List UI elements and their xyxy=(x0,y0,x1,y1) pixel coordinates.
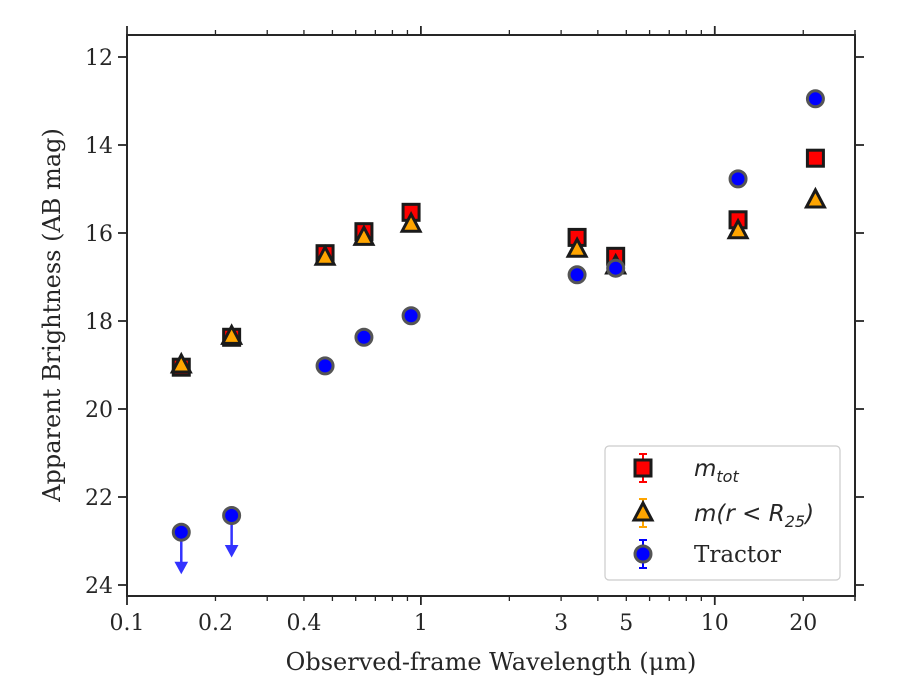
y-tick-label: 16 xyxy=(85,222,113,247)
data-point xyxy=(169,351,193,374)
data-point xyxy=(220,323,244,345)
data-point xyxy=(726,217,750,240)
data-point xyxy=(606,258,626,278)
y-tick-label: 22 xyxy=(85,486,113,511)
y-axis-ticks: 12 14 16 18 20 22 24 xyxy=(85,46,864,599)
data-point xyxy=(399,210,423,233)
legend-label: m(r < R25) xyxy=(694,501,814,531)
legend: mtot m(r < R25) Tractor xyxy=(604,445,841,581)
data-point xyxy=(805,148,825,168)
data-point xyxy=(805,89,825,109)
x-tick-label: 20 xyxy=(789,611,817,636)
data-point xyxy=(313,243,337,266)
legend-label: mtot xyxy=(694,456,739,486)
data-point xyxy=(401,306,421,326)
plot-frame xyxy=(126,34,856,597)
data-point xyxy=(171,522,191,542)
y-axis-label: Apparent Brightness (AB mag) xyxy=(38,128,66,503)
legend-marker xyxy=(633,458,653,478)
series-circle xyxy=(171,89,825,575)
data-point xyxy=(728,169,748,189)
legend-marker xyxy=(633,544,653,564)
series-triangle xyxy=(169,186,827,374)
x-tick-label: 1 xyxy=(414,611,428,636)
x-tick-label: 10 xyxy=(701,611,729,636)
x-axis-label: Observed-frame Wavelength (μm) xyxy=(286,648,697,676)
data-point xyxy=(354,327,374,347)
x-tick-label: 5 xyxy=(619,611,633,636)
data-point xyxy=(565,236,589,258)
data-point xyxy=(352,224,376,246)
plot-area xyxy=(126,34,856,597)
upper-limit-arrowhead xyxy=(174,561,189,575)
data-point xyxy=(803,186,827,209)
series-square xyxy=(171,148,825,377)
legend-box xyxy=(604,445,841,581)
x-tick-label: 0.4 xyxy=(286,611,321,636)
x-tick-label: 0.1 xyxy=(110,611,145,636)
x-tick-label: 3 xyxy=(554,611,568,636)
data-point xyxy=(222,505,242,525)
x-tick-label: 0.2 xyxy=(198,611,233,636)
x-axis-ticks: 0.1 0.2 0.4 1 3 5 10 20 xyxy=(110,26,856,636)
data-marks xyxy=(169,89,827,575)
upper-limit-arrowhead xyxy=(224,544,239,558)
data-point xyxy=(315,356,335,376)
y-tick-label: 24 xyxy=(85,574,113,599)
y-tick-label: 14 xyxy=(85,134,113,159)
legend-label: Tractor xyxy=(694,542,781,568)
data-point xyxy=(567,265,587,285)
legend-marker xyxy=(631,499,655,522)
y-tick-label: 18 xyxy=(85,310,113,335)
y-tick-label: 12 xyxy=(85,46,113,71)
y-tick-label: 20 xyxy=(85,398,113,423)
